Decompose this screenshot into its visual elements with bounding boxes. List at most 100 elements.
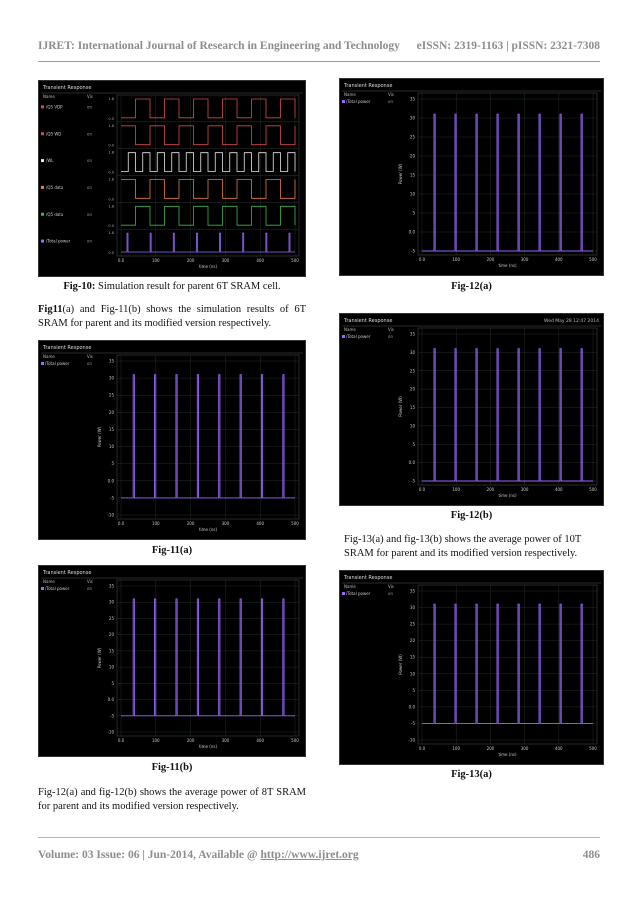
fig10-legend-trace: /Q5 VDP [46,104,63,109]
fig11b-x-tick: 100 [152,738,160,743]
fig10-y-tick: 0.0 [108,171,114,175]
paragraph-fig11-bold: Fig11 [38,304,63,315]
fig11b-plot-frame [116,579,300,737]
fig11b-legend-vis-header: Vis [87,579,93,584]
fig13a-y-tick: 0.0 [409,704,416,709]
fig10-x-tick: 500 [291,258,299,263]
fig12b-y-tick: -5 [411,479,415,484]
fig13a-plot-frame [417,584,598,745]
figure-12a-caption-text: Fig-12(a) [451,281,492,292]
figure-10-plot: Transient Response Name Vis 0.0 100 200 300 400… [38,80,306,277]
fig11a-y-tick: 35 [109,359,115,364]
fig11a-y-tick: 0.0 [108,478,115,483]
fig11a-legend-swatch [41,362,44,365]
fig12b-x-tick: 300 [521,487,529,492]
fig10-legend-vis: on [87,131,92,136]
fig10-x-tick: 100 [152,258,160,263]
fig13a-legend-vis: on [388,591,393,596]
fig12a-title: Transient Response [343,83,392,89]
fig11a-legend-vis: on [87,361,92,366]
fig10-y-tick: 1.8 [108,124,114,128]
fig11b-x-label: time (ns) [199,744,217,749]
fig11b-y-tick: 10 [109,665,115,670]
fig12b-y-tick: 25 [410,368,416,373]
fig10-y-tick: 1.8 [108,97,114,101]
fig12b-legend-swatch [342,335,345,338]
fig10-legend-swatch [41,239,44,243]
fig11a-legend-vis-header: Vis [87,354,93,359]
figure-12a-caption: Fig-12(a) [339,281,604,292]
fig11a-plot-frame [116,354,300,520]
fig12b-x-tick: 400 [555,487,563,492]
fig11a-x-tick: 0.0 [118,521,125,526]
fig10-legend-swatch [41,185,44,189]
fig12a-x-tick: 300 [521,257,529,262]
fig12b-x-tick: 200 [487,487,495,492]
footer-volume-text: Volume: 03 Issue: 06 | Jun-2014, Availab… [38,849,261,861]
fig11a-y-tick: 5 [111,461,114,466]
fig13a-power-trace [422,603,593,724]
fig10-trace-0 [121,98,296,119]
fig10-legend-vis: on [87,158,92,163]
fig10-trace-2 [121,152,296,172]
fig11a-power-trace [121,374,295,499]
fig12b-legend-name-header: Name [344,327,356,332]
fig10-y-tick: 0.0 [108,251,114,255]
fig11a-y-tick: 20 [109,410,115,415]
fig11a-y-tick: 10 [109,444,115,449]
paragraph-fig11-text: (a) and Fig-11(b) shows the simulation r… [38,304,306,329]
figure-11a-plot: Transient Response Name Vis 0.0 100 200 300 400… [38,340,306,540]
fig13a-x-tick: 0.0 [419,746,426,751]
figure-13a-caption: Fig-13(a) [339,769,604,780]
fig11b-y-tick: -10 [107,730,114,735]
fig12b-y-tick: 20 [410,387,416,392]
fig12a-legend-vis-header: Vis [388,92,394,97]
fig10-y-tick: 0.0 [108,224,114,228]
fig12a-y-tick: 35 [410,97,416,102]
fig10-trace-3 [121,179,296,199]
fig13a-legend-trace: /Total power [346,591,371,596]
fig12b-svg: Transient Response Wed May 28 12:47 2014 N… [342,318,601,498]
fig11a-x-tick: 100 [152,521,160,526]
fig11b-power-trace [121,598,295,717]
figure-10-caption: Fig-10: Simulation result for parent 6T … [38,281,306,292]
figure-11a-caption: Fig-11(a) [38,545,306,556]
journal-title: IJRET: International Journal of Research… [38,40,400,52]
fig12b-legend-trace: /Total power [346,334,371,339]
fig10-legend-vis: on [87,104,92,109]
fig12b-legend-vis-header: Vis [388,327,394,332]
footer-url-link[interactable]: http://www.ijret.org [260,849,359,861]
fig10-y-tick: 0.0 [108,144,114,148]
paragraph-fig12: Fig-12(a) and fig-12(b) shows the averag… [38,786,306,814]
fig11a-x-tick: 500 [291,521,299,526]
fig12a-x-tick: 500 [589,257,597,262]
fig10-legend-swatch [41,105,44,109]
fig11b-legend-name-header: Name [43,579,55,584]
issn: eISSN: 2319-1163 | pISSN: 2321-7308 [416,40,600,52]
fig10-trace-1 [121,125,296,146]
fig12a-x-tick: 100 [452,257,460,262]
fig11b-legend-swatch [41,587,44,590]
fig12a-x-tick: 200 [487,257,495,262]
page-footer: Volume: 03 Issue: 06 | Jun-2014, Availab… [38,849,600,865]
fig12a-legend-name-header: Name [344,92,356,97]
fig13a-title: Transient Response [343,575,392,581]
figure-12a-plot: Transient Response Name Vis 0.0 100 200 300 400… [339,78,604,276]
fig12a-y-label: Power (W) [398,163,403,184]
fig12b-y-tick: 35 [410,332,416,337]
fig13a-y-tick: 35 [410,589,416,594]
fig12a-power-trace [422,113,593,252]
fig10-y-tick: 0.0 [108,197,114,201]
figure-11b-caption: Fig-11(b) [38,762,306,773]
fig10-legend-trace: /Q5 data [46,212,64,217]
fig10-legend-swatch [41,159,44,163]
footer-rule [38,837,600,838]
fig13a-legend-vis-header: Vis [388,584,394,589]
fig10-x-tick: 400 [256,258,264,263]
fig11b-y-label: Power (W) [97,647,102,668]
fig11b-x-tick: 200 [187,738,195,743]
figure-11b-caption-text: Fig-11(b) [151,762,193,773]
paragraph-fig13-text: Fig-13(a) and fig-13(b) shows the averag… [344,534,582,559]
fig11b-svg: Transient Response Name Vis 0.0 100 200 300 400… [41,570,303,749]
fig13a-x-tick: 200 [487,746,495,751]
